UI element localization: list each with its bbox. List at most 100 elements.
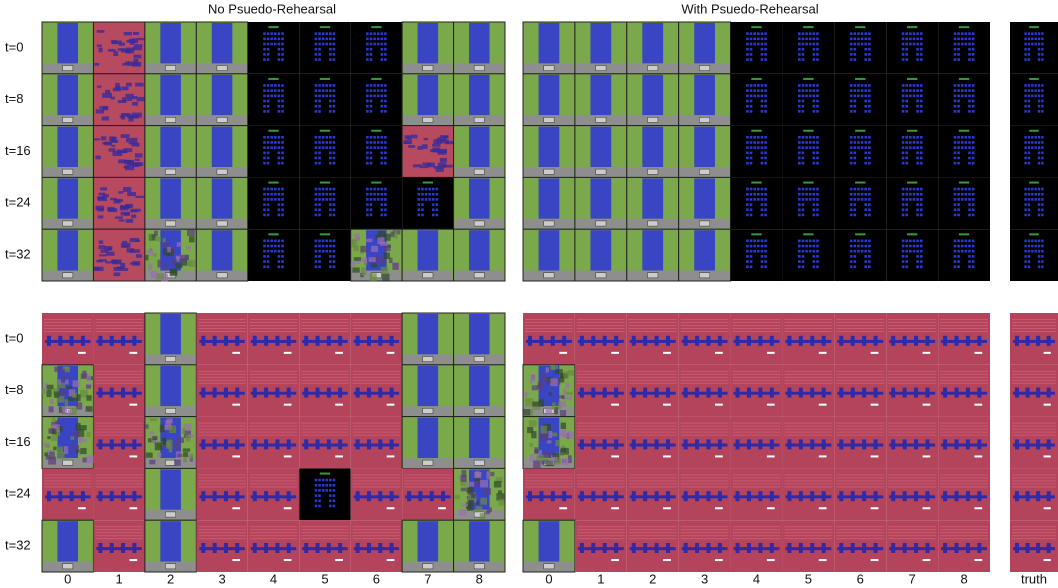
invader xyxy=(370,214,373,217)
invader xyxy=(905,105,908,108)
hud xyxy=(751,182,761,184)
invader xyxy=(916,141,919,144)
invader xyxy=(761,38,764,41)
invader xyxy=(267,260,270,263)
invader xyxy=(761,193,764,196)
score xyxy=(648,273,658,278)
invader xyxy=(805,146,808,149)
invader xyxy=(809,193,812,196)
invader xyxy=(1028,48,1030,51)
frame xyxy=(886,365,938,417)
invader xyxy=(333,53,336,56)
invader xyxy=(850,146,853,149)
invader xyxy=(428,193,431,196)
car xyxy=(787,491,791,501)
score xyxy=(474,117,484,122)
invader xyxy=(802,255,805,258)
invader xyxy=(864,255,867,258)
car xyxy=(528,491,532,501)
stripe xyxy=(681,322,729,323)
invader xyxy=(905,198,908,201)
car xyxy=(977,491,981,501)
noise xyxy=(59,390,66,395)
car xyxy=(1036,439,1040,449)
noise xyxy=(475,506,482,512)
invader xyxy=(868,110,871,113)
invader xyxy=(263,105,266,108)
invader xyxy=(270,193,273,196)
invader xyxy=(861,43,864,46)
invader xyxy=(315,48,318,51)
invader xyxy=(920,48,923,51)
noise xyxy=(130,238,139,242)
car xyxy=(316,439,320,449)
score xyxy=(544,66,554,71)
invader xyxy=(802,152,805,155)
invader xyxy=(913,43,916,46)
car xyxy=(666,543,670,553)
invader xyxy=(1031,250,1033,253)
invader xyxy=(905,188,908,191)
hud xyxy=(803,130,813,132)
frame xyxy=(834,22,886,74)
invader xyxy=(425,193,428,196)
invader xyxy=(1031,95,1033,98)
column-label: 8 xyxy=(476,571,483,586)
invader xyxy=(816,38,819,41)
invader xyxy=(913,141,916,144)
stripe xyxy=(681,328,729,329)
invader xyxy=(798,162,801,165)
frame xyxy=(351,126,402,178)
invader xyxy=(318,110,321,113)
invader xyxy=(905,208,908,211)
invader xyxy=(281,157,284,160)
hud xyxy=(268,78,278,80)
invader xyxy=(322,32,325,35)
invader xyxy=(1041,193,1043,196)
invader xyxy=(909,95,912,98)
frame xyxy=(627,229,679,281)
invader xyxy=(802,38,805,41)
noise xyxy=(541,426,548,434)
invader xyxy=(263,208,266,211)
stripe xyxy=(353,474,400,475)
invader xyxy=(1034,89,1036,92)
invader xyxy=(418,193,421,196)
invader xyxy=(913,198,916,201)
invader xyxy=(909,188,912,191)
river xyxy=(469,127,490,167)
invader xyxy=(916,84,919,87)
stripe xyxy=(1012,383,1056,384)
noise xyxy=(424,138,428,140)
stripe xyxy=(95,538,142,539)
stripe xyxy=(784,380,832,381)
hud xyxy=(855,26,865,28)
score xyxy=(544,273,554,278)
noise xyxy=(430,149,437,152)
noise xyxy=(79,437,82,444)
invader xyxy=(370,38,373,41)
stripe xyxy=(733,483,781,484)
invader xyxy=(370,84,373,87)
noise xyxy=(432,144,440,147)
noise xyxy=(157,260,161,268)
noise xyxy=(47,385,54,389)
noise xyxy=(555,369,562,374)
noise xyxy=(125,94,133,97)
invader xyxy=(370,208,373,211)
noise xyxy=(461,503,468,506)
frame xyxy=(299,74,350,126)
invader xyxy=(968,32,971,35)
invader xyxy=(373,198,376,201)
invader xyxy=(965,84,968,87)
stripe xyxy=(681,477,729,478)
stripe xyxy=(44,486,91,487)
invader xyxy=(315,505,318,508)
noise xyxy=(392,263,398,270)
invader xyxy=(864,141,867,144)
car xyxy=(132,439,136,449)
car xyxy=(1026,491,1030,501)
noise xyxy=(380,242,388,246)
car xyxy=(304,439,308,449)
stripe xyxy=(198,529,245,530)
